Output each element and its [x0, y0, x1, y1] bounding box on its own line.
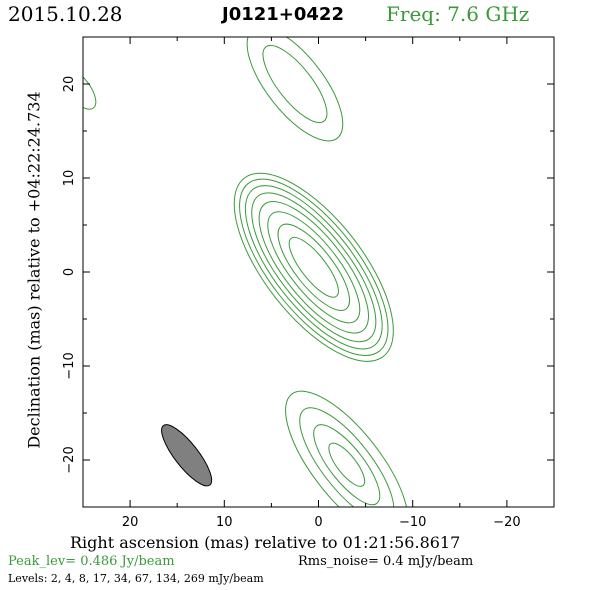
contour-ring-0-0	[233, 172, 394, 362]
y-axis-label: Declination (mas) relative to +04:22:24.…	[24, 91, 44, 449]
y-tick-label: 20	[62, 76, 77, 93]
x-axis-label: Right ascension (mas) relative to 01:21:…	[70, 533, 461, 552]
observation-date: 2015.10.28	[8, 2, 123, 26]
frequency-label: Freq: 7.6 GHz	[386, 2, 530, 26]
contour-ring-0-3	[251, 192, 377, 343]
x-tick-label: −20	[493, 515, 520, 530]
restoring-beam	[161, 424, 213, 487]
contour-ring-2-2	[313, 424, 381, 506]
contour-ring-0-5	[267, 211, 361, 324]
x-tick-label: 0	[314, 515, 322, 530]
contour-ring-0-7	[288, 236, 339, 298]
beam-ellipse-layer	[161, 424, 213, 487]
axis-ticks: 20 10 0 −10 −20 20 10 0 −10 −20	[62, 36, 555, 530]
contour-levels: Levels: 2, 4, 8, 17, 34, 67, 134, 269 mJ…	[8, 572, 264, 585]
rms-noise: Rms_noise= 0.4 mJy/beam	[298, 554, 474, 569]
plot-frame	[82, 36, 555, 508]
contour-ring-0-6	[277, 223, 350, 311]
x-tick-label: −10	[399, 515, 426, 530]
peak-level: Peak_lev= 0.486 Jy/beam	[8, 554, 175, 569]
y-tick-label: 0	[62, 268, 77, 276]
contour-ring-2-1	[299, 407, 395, 507]
contour-ring-0-1	[239, 178, 389, 356]
contour-ring-2-3	[328, 442, 366, 487]
x-tick-label: 10	[216, 515, 233, 530]
contour-ring-1-0	[246, 37, 344, 142]
contour-ring-0-4	[258, 201, 369, 334]
contour-ring-0-2	[244, 185, 383, 350]
contour-ring-1-1	[262, 44, 328, 124]
x-tick-label: 20	[122, 515, 139, 530]
contour-layer	[83, 37, 409, 507]
y-tick-label: −10	[62, 352, 77, 379]
y-tick-label: 10	[62, 170, 77, 187]
contour-ring-3-0	[83, 67, 97, 110]
y-tick-label: −20	[62, 446, 77, 473]
source-name: J0121+0422	[222, 4, 344, 25]
contour-ring-2-0	[285, 390, 409, 507]
